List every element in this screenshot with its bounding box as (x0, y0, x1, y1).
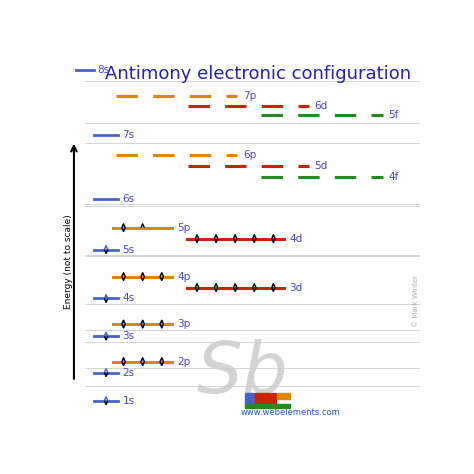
Text: 5d: 5d (315, 161, 328, 172)
Text: 3d: 3d (289, 283, 302, 292)
Text: 4p: 4p (178, 272, 191, 282)
Bar (245, 404, 290, 409)
Bar (255, 392, 276, 404)
Bar (245, 392, 254, 404)
Text: 1s: 1s (122, 396, 135, 406)
Text: 4d: 4d (289, 234, 302, 244)
Text: © Mark Winter: © Mark Winter (412, 275, 419, 328)
Text: 3p: 3p (178, 319, 191, 329)
Text: Antimony electronic configuration: Antimony electronic configuration (105, 65, 410, 83)
Text: 6d: 6d (315, 101, 328, 111)
Bar (277, 392, 290, 399)
Text: Energy (not to scale): Energy (not to scale) (64, 214, 73, 309)
Text: Sb: Sb (197, 338, 289, 407)
Text: 6p: 6p (243, 150, 256, 160)
Text: 4f: 4f (388, 173, 399, 182)
Text: 8s: 8s (97, 65, 109, 75)
Text: 6s: 6s (122, 194, 135, 204)
Text: 4s: 4s (122, 293, 135, 303)
Text: 5f: 5f (388, 110, 399, 120)
Text: 2p: 2p (178, 356, 191, 366)
Text: 5p: 5p (178, 223, 191, 233)
Text: 7p: 7p (243, 91, 256, 101)
Text: 3s: 3s (122, 331, 135, 341)
Text: 7s: 7s (122, 130, 135, 140)
Text: 2s: 2s (122, 368, 135, 378)
Text: 5s: 5s (122, 245, 135, 255)
Text: www.webelements.com: www.webelements.com (241, 409, 340, 418)
